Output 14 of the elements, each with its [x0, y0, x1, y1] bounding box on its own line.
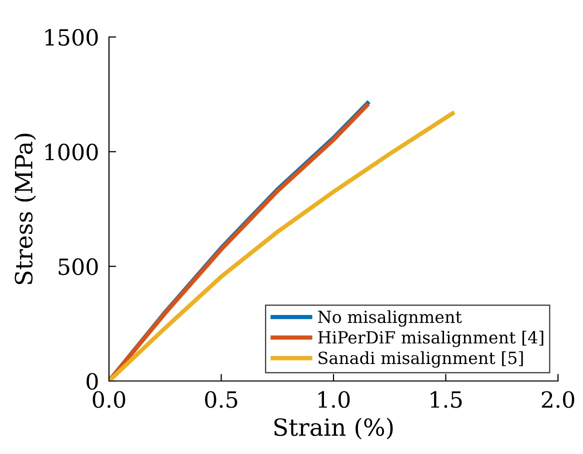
y-tick-label: 1000 [45, 144, 98, 160]
legend-label: HiPerDiF misalignment [4] [318, 330, 544, 348]
x-tick-label: 0.0 [92, 391, 126, 408]
y-tick-label: 0 [86, 372, 98, 390]
x-axis-title: Strain (%) [274, 418, 393, 440]
y-tick-label: 500 [58, 258, 98, 276]
x-tick-label: 0.5 [205, 391, 238, 408]
y-axis-title: Stress (MPa) [14, 134, 36, 284]
x-tick-label: 1.5 [430, 391, 462, 408]
legend-label: No misalignment [318, 310, 462, 327]
y-tick-label: 1500 [45, 28, 98, 46]
x-tick-label: 1.0 [318, 391, 350, 408]
x-tick-label: 2.0 [542, 391, 574, 408]
legend-label: Sanadi misalignment [5] [318, 351, 523, 368]
